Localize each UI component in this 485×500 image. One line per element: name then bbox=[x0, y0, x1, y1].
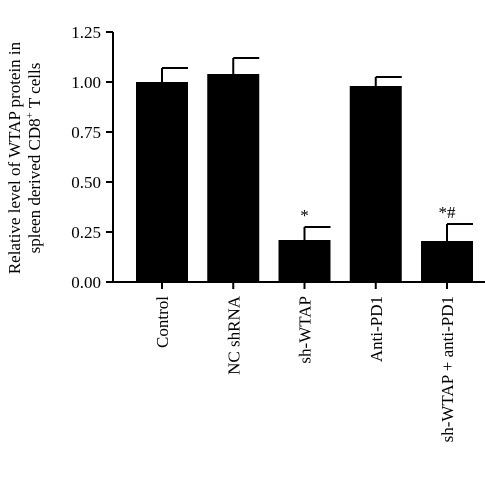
significance-marker: * bbox=[300, 206, 309, 225]
x-category-label: NC shRNA bbox=[224, 295, 243, 375]
y-axis-label-line2: spleen derived CD8+ T cells bbox=[24, 63, 44, 254]
y-axis-label-superscript: + bbox=[24, 112, 36, 118]
significance-marker: *# bbox=[439, 203, 457, 222]
y-axis-label-line1: Relative level of WTAP protein in bbox=[5, 41, 24, 274]
y-axis-label-suffix: T cells bbox=[25, 63, 44, 112]
y-tick-label: 0.00 bbox=[71, 273, 101, 292]
bar bbox=[207, 74, 260, 282]
y-tick-label: 1.25 bbox=[71, 23, 101, 42]
x-category-label: Anti-PD1 bbox=[367, 296, 386, 362]
bar bbox=[421, 241, 473, 282]
y-axis-label-prefix: spleen derived CD8 bbox=[25, 118, 44, 253]
y-tick-label: 1.00 bbox=[71, 73, 101, 92]
y-axis-label: Relative level of WTAP protein in spleen… bbox=[5, 41, 44, 274]
y-tick-label: 0.25 bbox=[71, 223, 101, 242]
bars-group: * *# bbox=[136, 57, 473, 282]
y-axis: 0.00 0.25 0.50 0.75 1.00 1.25 bbox=[71, 23, 114, 292]
bar bbox=[349, 86, 402, 282]
bar bbox=[136, 82, 188, 282]
x-axis: Control NC shRNA sh-WTAP Anti-PD1 sh-WTAP + … bbox=[113, 281, 485, 442]
x-category-label: sh-WTAP bbox=[296, 296, 315, 364]
bar bbox=[278, 240, 331, 282]
y-tick-label: 0.75 bbox=[71, 123, 101, 142]
x-category-label: Control bbox=[153, 296, 172, 348]
y-tick-label: 0.50 bbox=[71, 173, 101, 192]
x-category-label: sh-WTAP + anti-PD1 bbox=[438, 296, 457, 442]
